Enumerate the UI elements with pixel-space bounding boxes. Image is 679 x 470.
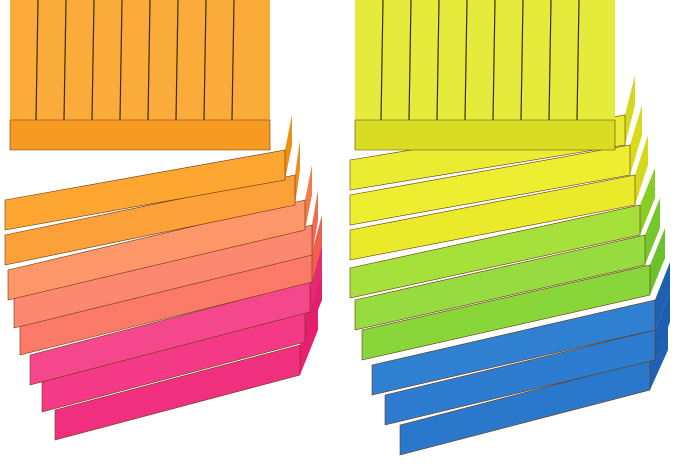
- pad: [349, 144, 631, 226]
- ruled-lines: [380, 0, 580, 121]
- pad: [349, 174, 636, 261]
- ruled-lines: [35, 0, 235, 121]
- pad: [4, 149, 286, 231]
- pad: [354, 234, 646, 331]
- pad: [9, 119, 271, 151]
- pad: [354, 119, 616, 151]
- pad: [54, 344, 301, 441]
- pad: [371, 299, 656, 396]
- left-stack: [4, 0, 322, 441]
- pad: [349, 204, 641, 299]
- pad: [399, 359, 651, 456]
- pad: [29, 281, 311, 386]
- right-stack: [349, 0, 670, 456]
- pad: [10, 0, 270, 120]
- pad: [384, 329, 656, 426]
- pad: [361, 264, 651, 361]
- pad: [355, 0, 615, 120]
